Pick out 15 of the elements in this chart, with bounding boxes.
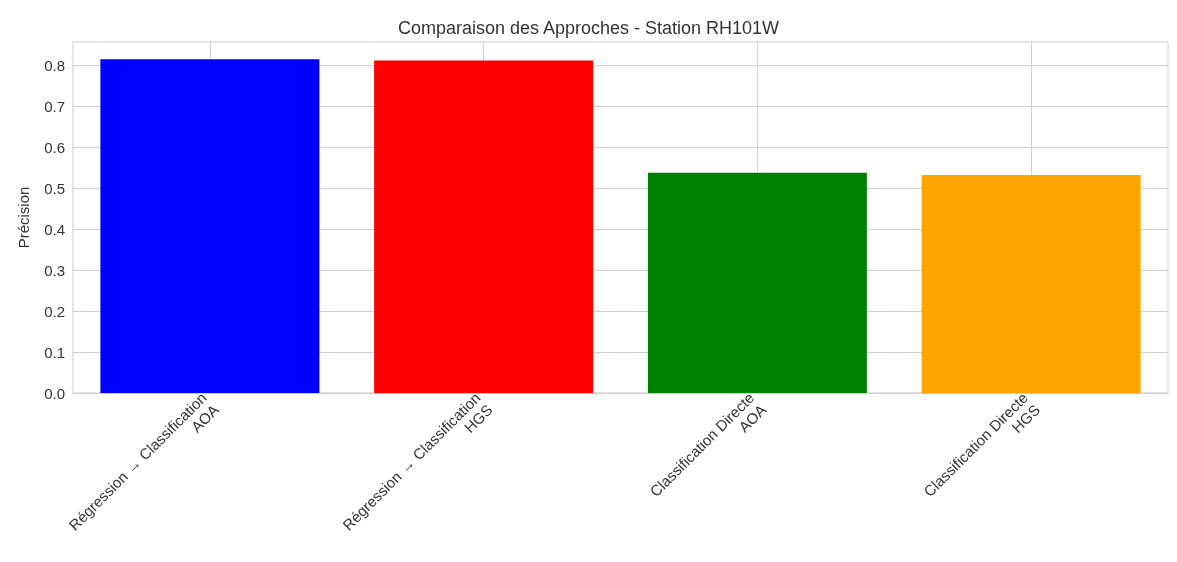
y-tick-label: 0.1 [44, 343, 65, 361]
y-tick-label: 0.0 [44, 384, 65, 402]
bar [647, 172, 867, 393]
y-tick-label: 0.6 [44, 138, 65, 156]
bar [100, 59, 320, 393]
bar [921, 175, 1141, 393]
y-tick-label: 0.7 [44, 97, 65, 115]
y-tick-label: 0.2 [44, 302, 65, 320]
y-tick-label: 0.8 [44, 56, 65, 74]
bar [374, 60, 594, 393]
y-axis-title: Précision [15, 186, 32, 249]
y-tick-label: 0.4 [44, 220, 65, 238]
chart-title: Comparaison des Approches - Station RH101W [397, 18, 780, 38]
y-tick-label: 0.5 [44, 179, 65, 197]
y-tick-label: 0.3 [44, 261, 65, 279]
